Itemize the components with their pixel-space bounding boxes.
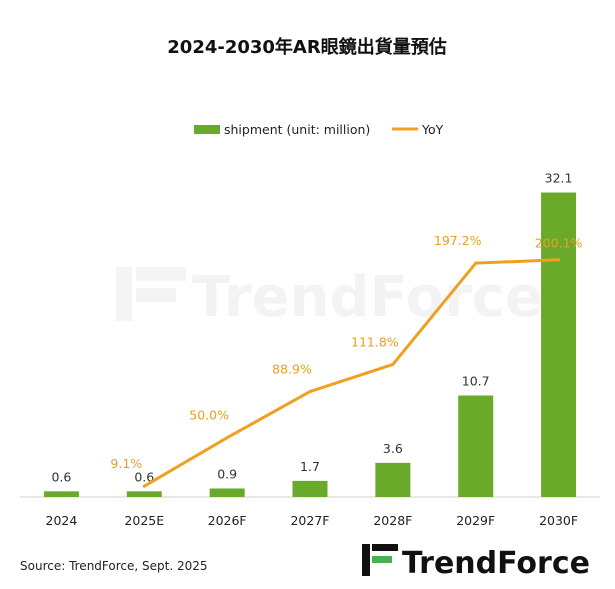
yoy-point-2026F [225,436,229,440]
yoy-point-2029F [474,261,478,265]
x-tick-2027F: 2027F [290,513,329,528]
yoy-point-2030F [557,258,561,262]
bar-2026F [209,488,245,497]
bar-2029F [458,395,494,497]
x-tick-2025E: 2025E [124,513,164,528]
bar-2024 [43,491,79,497]
logo-mark-bar [362,544,370,576]
yoy-series [142,258,561,488]
watermark-text: TrendForce [192,265,543,330]
bar-2027F [292,480,328,497]
x-tick-2030F: 2030F [539,513,578,528]
bar-value-label-2024: 0.6 [51,469,71,484]
chart-title: 2024-2030年AR眼鏡出貨量預估 [167,36,446,58]
bar-series [43,192,577,497]
bar-value-label-2025E: 0.6 [134,469,154,484]
x-tick-2026F: 2026F [208,513,247,528]
yoy-value-label-2029F: 197.2% [434,233,482,248]
bar-value-label-2026F: 0.9 [217,466,237,481]
watermark: TrendForce [116,265,543,330]
source-note: Source: TrendForce, Sept. 2025 [20,559,208,573]
bar-labels: 0.6 0.6 0.9 1.7 3.6 10.7 32.1 [51,171,572,485]
yoy-point-2028F [391,362,395,366]
yoy-value-label-2028F: 111.8% [351,334,399,349]
bar-value-label-2028F: 3.6 [383,441,403,456]
legend-label-shipment: shipment (unit: million) [224,122,370,137]
legend-label-yoy: YoY [421,122,444,137]
logo-mark-top [372,544,398,551]
yoy-labels: 9.1% 50.0% 88.9% 111.8% 197.2% 200.1% [110,233,582,471]
yoy-value-label-2026F: 50.0% [189,408,229,423]
x-tick-2029F: 2029F [456,513,495,528]
bar-value-label-2030F: 32.1 [545,171,573,186]
x-tick-2028F: 2028F [373,513,412,528]
yoy-point-2027F [308,390,312,394]
bar-2028F [375,462,411,497]
trendforce-logo: TrendForce [362,544,590,581]
legend: shipment (unit: million) YoY [194,122,444,137]
logo-mark-mid [372,556,392,563]
x-axis-ticks: 2024 2025E 2026F 2027F 2028F 2029F 2030F [46,513,579,528]
yoy-value-label-2025E: 9.1% [110,456,142,471]
yoy-value-label-2027F: 88.9% [272,362,312,377]
yoy-point-2025E [142,484,146,488]
x-tick-2024: 2024 [46,513,78,528]
bar-value-label-2029F: 10.7 [462,374,490,389]
bar-2025E [126,491,162,497]
legend-swatch-shipment [194,125,220,134]
bar-2030F [541,192,577,497]
logo-text: TrendForce [402,546,590,581]
yoy-line [143,258,559,488]
yoy-value-label-2030F: 200.1% [535,236,583,251]
bar-value-label-2027F: 1.7 [300,459,320,474]
